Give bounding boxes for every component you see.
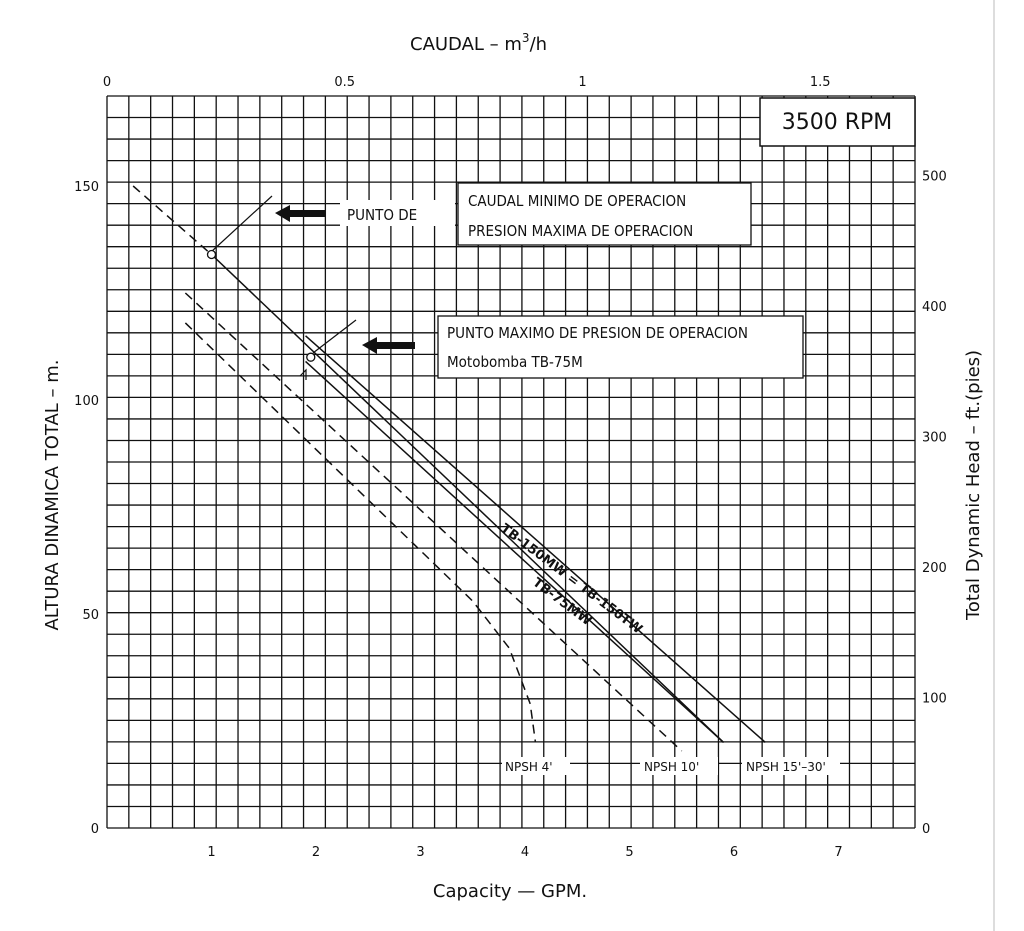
npsh-label-10: NPSH 10' <box>644 760 699 774</box>
leader-line-2 <box>312 319 357 354</box>
callout-box-max-pressure-line2: Motobomba TB-75M <box>447 353 583 371</box>
axis-ticks: 1 2 3 4 5 6 7 0 0.5 1 1.5 0 50 100 150 0 100 200 300 400 500 <box>74 75 947 860</box>
rpm-box <box>759 97 916 147</box>
callout-box-min-flow-line1: CAUDAL MINIMO DE OPERACION <box>468 192 686 210</box>
operating-point-marker <box>206 249 217 260</box>
operating-point-marker <box>306 352 316 362</box>
left-tick-label: 50 <box>82 608 99 623</box>
right-tick-label: 400 <box>922 300 947 315</box>
left-axis-title: ALTURA DINAMICA TOTAL – m. <box>42 359 63 630</box>
npsh-label-4: NPSH 4' <box>505 760 553 774</box>
chart-grid <box>106 95 916 829</box>
bottom-tick-label: 1 <box>207 845 215 860</box>
bottom-tick-label: 6 <box>730 845 738 860</box>
curve-series-1 <box>305 360 725 743</box>
right-axis-title: Total Dynamic Head – ft.(pies) <box>963 350 984 621</box>
bottom-tick-label: 3 <box>416 845 424 860</box>
bottom-tick-label: 5 <box>625 845 633 860</box>
top-tick-label: 1.5 <box>810 75 831 90</box>
curve-main-solid <box>210 253 725 743</box>
bottom-tick-label: 7 <box>834 845 842 860</box>
bottom-tick-label: 2 <box>312 845 320 860</box>
left-tick-label: 100 <box>74 394 99 409</box>
npsh-label-15-30: NPSH 15'–30' <box>746 760 826 774</box>
callout-box-min-flow <box>457 182 752 246</box>
top-tick-label: 0 <box>103 75 111 90</box>
bottom-tick-label: 4 <box>521 845 529 860</box>
curve-series-2 <box>132 185 212 256</box>
left-tick-label: 0 <box>91 822 99 837</box>
callout-box-min-flow-line2: PRESION MAXIMA DE OPERACION <box>468 222 693 240</box>
right-tick-label: 0 <box>922 822 930 837</box>
right-tick-label: 300 <box>922 431 947 446</box>
rpm-label: 3500 RPM <box>782 110 893 135</box>
top-axis-title: CAUDAL – m3/h <box>410 31 547 55</box>
right-tick-label: 100 <box>922 692 947 707</box>
leader-hook <box>299 368 307 380</box>
arrow-left-icon <box>362 337 415 354</box>
leader-line-1 <box>210 195 273 253</box>
top-tick-label: 1 <box>578 75 586 90</box>
curve-series-3 <box>184 292 683 752</box>
callout-box-max-pressure-line1: PUNTO MAXIMO DE PRESION DE OPERACION <box>447 324 748 342</box>
operating-points <box>206 249 316 362</box>
curve-series-0 <box>305 335 766 743</box>
curves <box>132 185 766 752</box>
curve-series-4 <box>184 322 537 743</box>
right-tick-label: 200 <box>922 561 947 576</box>
top-tick-label: 0.5 <box>334 75 355 90</box>
callout-box-max-pressure <box>437 315 804 379</box>
right-tick-label: 500 <box>922 170 947 185</box>
arrow-left-icon <box>275 205 325 222</box>
curve-label-tb150: TB-150MW = TB-150TW <box>498 521 645 637</box>
arrow1-text: PUNTO DE <box>347 206 417 224</box>
bottom-axis-title: Capacity — GPM. <box>433 881 587 902</box>
left-tick-label: 150 <box>74 180 99 195</box>
